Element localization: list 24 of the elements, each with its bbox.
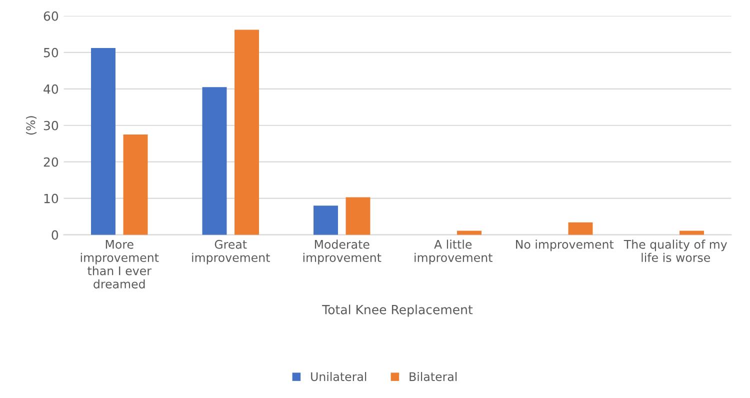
y-tick-label: 60 [44, 11, 58, 21]
y-tick-label: 20 [44, 157, 58, 167]
bar [314, 206, 338, 235]
y-tick-label: 40 [44, 84, 58, 94]
x-tick-label: No improvement [516, 240, 614, 252]
legend-label: Unilateral [311, 372, 366, 382]
x-axis-title: Total Knee Replacement [322, 304, 473, 317]
x-tick-label: Moderate improvement [303, 240, 382, 264]
x-tick-label: The quality of my life is worse [624, 240, 728, 262]
y-tick-label: 30 [44, 120, 58, 130]
x-tick-label: Great improvement [192, 240, 270, 264]
bar [123, 134, 148, 235]
x-tick-label: A little improvement [414, 240, 492, 264]
bar [346, 197, 370, 235]
x-tick-label: More improvement than I ever dreamed [80, 240, 159, 288]
legend-label: Bilateral [410, 372, 457, 382]
bar [568, 222, 593, 235]
bar [91, 48, 116, 235]
y-tick-label: 50 [44, 48, 58, 58]
bar [202, 87, 227, 235]
bar [234, 30, 259, 235]
y-axis-title: (%) [26, 116, 37, 135]
y-tick-label: 10 [44, 194, 58, 204]
y-tick-label: 0 [52, 230, 58, 240]
